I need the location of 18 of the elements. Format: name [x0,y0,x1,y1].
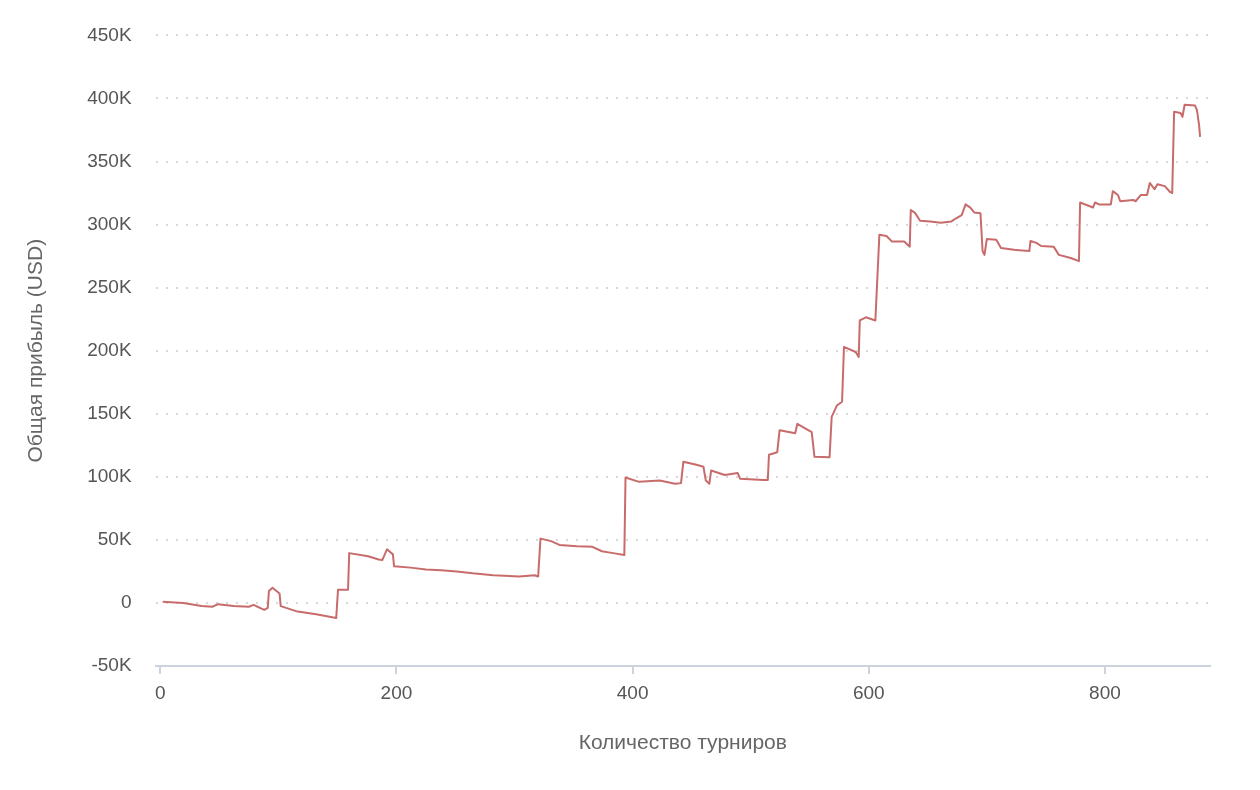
y-tick-label: 250K [87,275,132,297]
x-tick-label: 200 [380,681,413,703]
y-tick-label: 100K [87,465,132,487]
y-tick-label: 350K [87,149,132,171]
y-tick-label: -50K [91,654,132,676]
y-tick-label: 200K [87,338,132,360]
y-tick-label: 400K [87,86,132,108]
x-tick-label: 800 [1089,681,1121,703]
y-tick-label: 300K [87,212,132,234]
x-tick-label: 0 [155,681,166,703]
y-tick-label: 450K [87,23,132,45]
x-tick-label: 400 [616,681,649,703]
y-tick-label: 150K [87,401,132,423]
y-tick-label: 50K [97,528,132,550]
x-axis-title: Количество турниров [578,730,787,754]
y-axis-title: Общая прибыль (USD) [23,238,47,463]
y-tick-label: 0 [121,591,132,613]
x-tick-label: 600 [852,681,885,703]
